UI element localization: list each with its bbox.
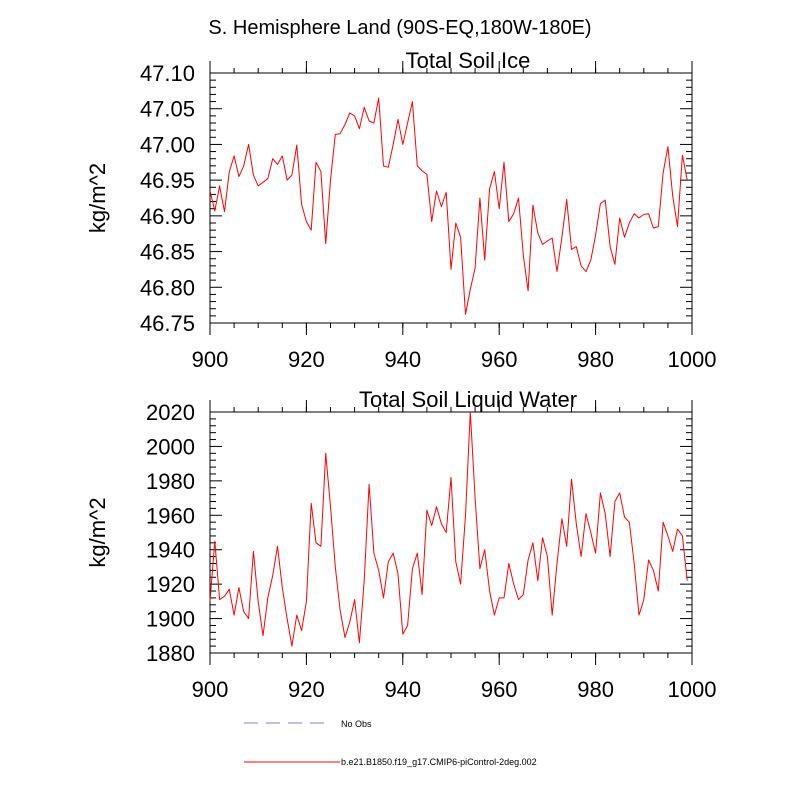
x-tick-label: 1000 xyxy=(668,347,717,372)
figure-title: S. Hemisphere Land (90S-EQ,180W-180E) xyxy=(208,17,591,39)
chart-total-soil-liquid-water: Total Soil Liquid Water kg/m^2 900 920 940 96… xyxy=(85,387,716,702)
x-tick-label: 960 xyxy=(481,347,518,372)
x-tick-label: 920 xyxy=(288,347,325,372)
y-tick-label: 47.00 xyxy=(140,132,195,157)
x-tick-label: 940 xyxy=(384,347,421,372)
y-tick-label: 1940 xyxy=(146,538,195,563)
x-tick-label: 940 xyxy=(384,677,421,702)
y-tick-label: 46.95 xyxy=(140,168,195,193)
y-tick-label: 47.05 xyxy=(140,97,195,122)
y-tick-label: 1900 xyxy=(146,607,195,632)
y-tick-label: 46.80 xyxy=(140,275,195,300)
x-tick-label: 1000 xyxy=(668,677,717,702)
legend: No Obs b.e21.B1850.f19_g17.CMIP6-piContr… xyxy=(244,719,537,767)
y-axis-label: kg/m^2 xyxy=(85,497,110,567)
series-line xyxy=(209,97,688,315)
series-line xyxy=(209,411,688,647)
y-tick-label: 47.10 xyxy=(140,61,195,86)
y-tick-label: 1960 xyxy=(146,503,195,528)
y-axis-label: kg/m^2 xyxy=(85,163,110,233)
legend-label-no-obs: No Obs xyxy=(341,719,372,729)
y-tick-label: 1880 xyxy=(146,641,195,666)
y-tick-label: 2020 xyxy=(146,400,195,425)
chart-total-soil-ice: Total Soil Ice kg/m^2 900 920 940 960 980 1000 4… xyxy=(85,48,716,372)
y-tick-label: 46.75 xyxy=(140,311,195,336)
chart-title: Total Soil Liquid Water xyxy=(359,387,577,412)
chart-title: Total Soil Ice xyxy=(406,48,531,73)
x-tick-label: 960 xyxy=(481,677,518,702)
x-tick-label: 900 xyxy=(192,677,229,702)
x-tick-label: 980 xyxy=(577,677,614,702)
y-tick-label: 2000 xyxy=(146,434,195,459)
legend-label-model: b.e21.B1850.f19_g17.CMIP6-piControl-2deg… xyxy=(341,757,537,767)
plot-frame xyxy=(209,72,693,324)
y-tick-label: 1920 xyxy=(146,572,195,597)
x-tick-label: 980 xyxy=(577,347,614,372)
x-tick-label: 900 xyxy=(192,347,229,372)
x-tick-label: 920 xyxy=(288,677,325,702)
y-tick-label: 1980 xyxy=(146,469,195,494)
y-tick-label: 46.90 xyxy=(140,204,195,229)
plot-frame xyxy=(209,411,693,654)
y-tick-label: 46.85 xyxy=(140,240,195,265)
